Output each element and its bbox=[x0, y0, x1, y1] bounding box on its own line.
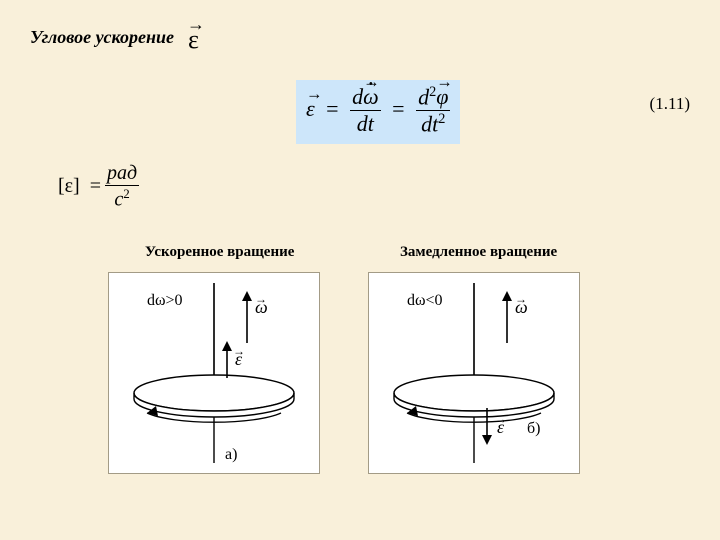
panel-label-a: а) bbox=[225, 446, 237, 463]
phi-vector: →φ bbox=[436, 84, 448, 110]
title-row: Угловое ускорение → ε bbox=[30, 22, 199, 52]
caption-accelerated: Ускоренное вращение bbox=[145, 244, 294, 261]
disc-svg-b: dω<0 →ω →ε б) bbox=[369, 273, 579, 473]
equation-number: (1.11) bbox=[650, 94, 690, 114]
domega-label: dω>0 bbox=[147, 292, 183, 309]
equals-sign: = bbox=[86, 175, 105, 198]
units-fraction: рад с2 bbox=[105, 162, 139, 212]
omega-label: →ω bbox=[515, 292, 528, 317]
vector-arrow-icon: → bbox=[187, 14, 205, 35]
diagram-decelerated: dω<0 →ω →ε б) bbox=[368, 272, 580, 474]
disc-svg-a: dω>0 →ω →ε а) bbox=[109, 273, 319, 473]
fraction-d2phi-dt2: d2→φ dt2 bbox=[416, 84, 450, 138]
fraction-denominator: dt bbox=[350, 110, 381, 137]
omega-dot-vector: →•ω bbox=[363, 84, 379, 110]
omega-label: →ω bbox=[255, 292, 268, 317]
eps-arrow-head bbox=[482, 435, 492, 445]
caption-decelerated: Замедленное вращение bbox=[400, 244, 557, 261]
eps-vector: →ε bbox=[306, 96, 315, 122]
fraction-numerator: d2→φ bbox=[416, 84, 450, 110]
domega-label: dω<0 bbox=[407, 292, 443, 309]
page-title: Угловое ускорение bbox=[30, 27, 174, 48]
fraction-denominator: dt2 bbox=[416, 110, 450, 137]
units-numerator: рад bbox=[105, 162, 139, 185]
omega-arrow-head bbox=[502, 291, 512, 301]
vector-arrow-icon: → bbox=[306, 84, 315, 104]
fraction-numerator: d→•ω bbox=[350, 84, 381, 110]
omega-arrow-head bbox=[242, 291, 252, 301]
vector-arrow-icon: → bbox=[436, 72, 448, 92]
eps-arrow-head bbox=[222, 341, 232, 351]
equals-sign: = bbox=[386, 96, 410, 121]
diagram-accelerated: dω>0 →ω →ε а) bbox=[108, 272, 320, 474]
angular-acceleration-formula: →ε = d→•ω dt = d2→φ dt2 bbox=[306, 96, 450, 121]
dot-icon: • bbox=[363, 77, 379, 92]
equals-sign: = bbox=[320, 96, 344, 121]
diagram-row: dω>0 →ω →ε а) bbox=[108, 272, 580, 474]
panel-label-b: б) bbox=[527, 420, 540, 437]
eps-label: →ε bbox=[495, 412, 507, 437]
fraction-domega-dt: d→•ω dt bbox=[350, 84, 381, 137]
units-bracket-epsilon: [ε] bbox=[58, 175, 80, 198]
units-row: [ε] = рад с2 bbox=[58, 162, 139, 212]
epsilon-vector-heading: → ε bbox=[188, 25, 199, 55]
page: Угловое ускорение → ε →ε = d→•ω dt = d2→… bbox=[0, 0, 720, 540]
formula-box: →ε = d→•ω dt = d2→φ dt2 bbox=[296, 80, 460, 144]
units-denominator: с2 bbox=[105, 185, 139, 212]
eps-label: →ε bbox=[233, 344, 245, 369]
